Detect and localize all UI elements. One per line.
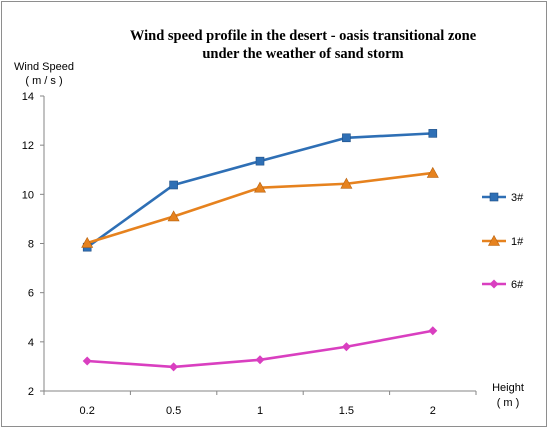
x-tick-label: 1 [257, 405, 263, 417]
x-tick-label: 0.5 [166, 405, 181, 417]
data-point-3 [342, 133, 351, 143]
legend-label-1: 1# [511, 236, 524, 248]
chart-title-line-1: Wind speed profile in the desert - oasis… [130, 28, 477, 44]
data-point-6 [169, 362, 179, 372]
y-tick-label: 2 [28, 386, 34, 398]
legend: 3# 1# 6# [482, 192, 524, 291]
data-point-6 [428, 326, 438, 336]
data-point-1 [81, 236, 94, 248]
x-tick-label: 0.2 [80, 405, 95, 417]
y-tick-label: 8 [28, 239, 34, 251]
data-point-3 [255, 156, 265, 166]
legend-marker-6 [489, 279, 499, 289]
legend-marker-1 [487, 234, 501, 246]
y-tick-label: 10 [22, 189, 34, 201]
data-point-1 [253, 181, 267, 193]
chart-title-line-2: under the weather of sand storm [202, 46, 403, 62]
y-tick-label: 4 [28, 337, 34, 349]
legend-label-3: 3# [511, 192, 524, 204]
y-tick-label: 12 [22, 140, 34, 152]
y-axis-label-line-2: ( m / s ) [25, 75, 62, 87]
y-ticks: 2 4 6 8 10 12 14 [22, 91, 44, 398]
legend-marker-3 [489, 192, 499, 202]
x-axis-label-line-1: Height [492, 382, 524, 394]
x-tick-label: 2 [430, 405, 436, 417]
data-point-3 [169, 180, 178, 190]
series-layer [81, 129, 439, 372]
data-point-1 [167, 210, 180, 222]
data-point-6 [255, 355, 265, 365]
data-point-1 [426, 166, 439, 178]
x-axis-label-line-2: ( m ) [497, 397, 520, 409]
data-point-6 [82, 356, 92, 366]
x-tick-label: 1.5 [339, 405, 354, 417]
data-point-1 [340, 177, 353, 189]
data-point-6 [341, 342, 351, 352]
data-point-3 [428, 129, 438, 138]
y-axis-label-line-1: Wind Speed [14, 61, 74, 73]
y-tick-label: 14 [22, 91, 34, 103]
x-ticks: 0.2 0.5 1 1.5 2 [43, 391, 477, 417]
legend-label-6: 6# [511, 279, 524, 291]
y-tick-label: 6 [28, 288, 34, 300]
